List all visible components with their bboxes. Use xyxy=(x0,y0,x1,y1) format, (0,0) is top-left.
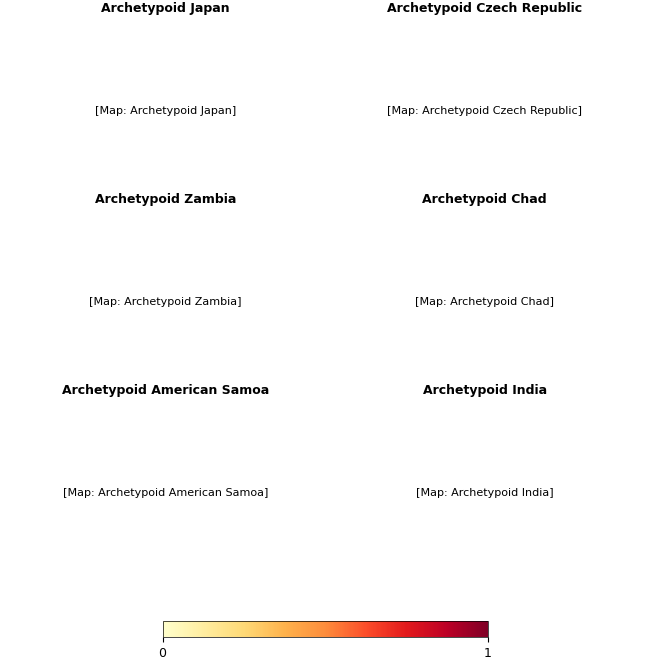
Title: Archetypoid Czech Republic: Archetypoid Czech Republic xyxy=(387,1,582,15)
Title: Archetypoid India: Archetypoid India xyxy=(422,384,547,397)
Text: [Map: Archetypoid American Samoa]: [Map: Archetypoid American Samoa] xyxy=(62,488,268,498)
Text: [Map: Archetypoid Czech Republic]: [Map: Archetypoid Czech Republic] xyxy=(387,106,582,116)
Text: [Map: Archetypoid India]: [Map: Archetypoid India] xyxy=(416,488,554,498)
Text: [Map: Archetypoid Chad]: [Map: Archetypoid Chad] xyxy=(415,297,554,307)
Text: [Map: Archetypoid Japan]: [Map: Archetypoid Japan] xyxy=(94,106,236,116)
Title: Archetypoid Japan: Archetypoid Japan xyxy=(101,1,229,15)
Text: [Map: Archetypoid Zambia]: [Map: Archetypoid Zambia] xyxy=(89,297,241,307)
Title: Archetypoid Zambia: Archetypoid Zambia xyxy=(94,193,236,206)
Title: Archetypoid Chad: Archetypoid Chad xyxy=(422,193,547,206)
Title: Archetypoid American Samoa: Archetypoid American Samoa xyxy=(62,384,269,397)
